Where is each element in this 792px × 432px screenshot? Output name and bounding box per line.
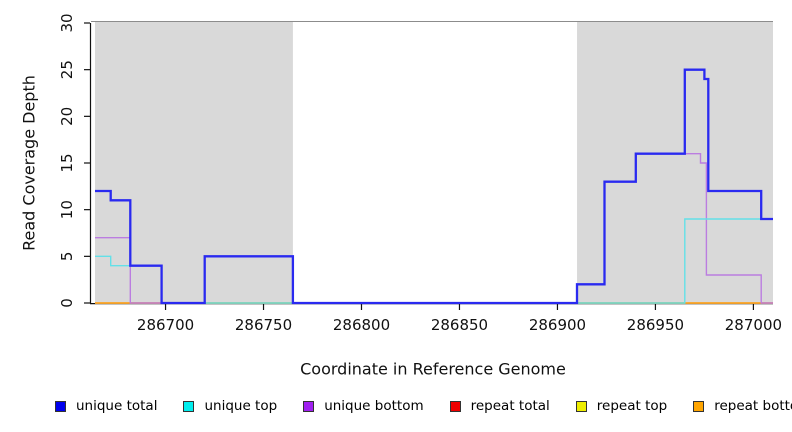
x-tick-label: 286700 [137, 316, 194, 334]
legend-item-repeat-total: repeat total [449, 398, 550, 414]
legend-label: repeat total [470, 398, 550, 414]
y-axis-label: Read Coverage Depth [19, 75, 39, 251]
unique-total-swatch-icon [55, 400, 66, 412]
repeat-bottom-swatch-icon [693, 400, 705, 412]
shaded-region [577, 22, 773, 303]
legend-label: repeat top [596, 398, 668, 414]
x-axis-label: Coordinate in Reference Genome [300, 359, 566, 379]
legend-label: unique bottom [324, 398, 424, 414]
x-tick-label: 286900 [529, 316, 586, 334]
legend-item-repeat-top: repeat top [575, 398, 668, 414]
x-tick-label: 286950 [627, 316, 684, 334]
unique-top-swatch-icon [183, 400, 195, 412]
legend-item-repeat-bottom: repeat bottom [693, 398, 792, 414]
y-tick-label: 15 [58, 153, 76, 172]
legend-label: repeat bottom [714, 398, 792, 414]
y-tick-label: 30 [58, 13, 76, 32]
legend-item-unique-bottom: unique bottom [303, 398, 424, 414]
x-tick-label: 286850 [431, 316, 488, 334]
y-tick-label: 10 [58, 200, 76, 219]
x-tick-label: 286800 [333, 316, 390, 334]
y-tick-label: 5 [58, 252, 76, 262]
unique-bottom-swatch-icon [303, 400, 315, 412]
y-tick-label: 25 [58, 60, 76, 79]
legend-item-unique-total: unique total [55, 398, 157, 414]
legend-label: unique top [204, 398, 278, 414]
legend-item-unique-top: unique top [183, 398, 277, 414]
legend: unique total unique top unique bottom re… [55, 398, 792, 414]
x-tick-label: 286750 [235, 316, 292, 334]
repeat-total-swatch-icon [449, 400, 461, 412]
x-tick-label: 287000 [725, 316, 782, 334]
series-unique-total [95, 68, 773, 305]
y-tick-label: 20 [58, 107, 76, 126]
shaded-region [95, 22, 293, 303]
legend-label: unique total [76, 398, 158, 414]
repeat-top-swatch-icon [575, 400, 587, 412]
y-tick-label: 0 [58, 298, 76, 308]
